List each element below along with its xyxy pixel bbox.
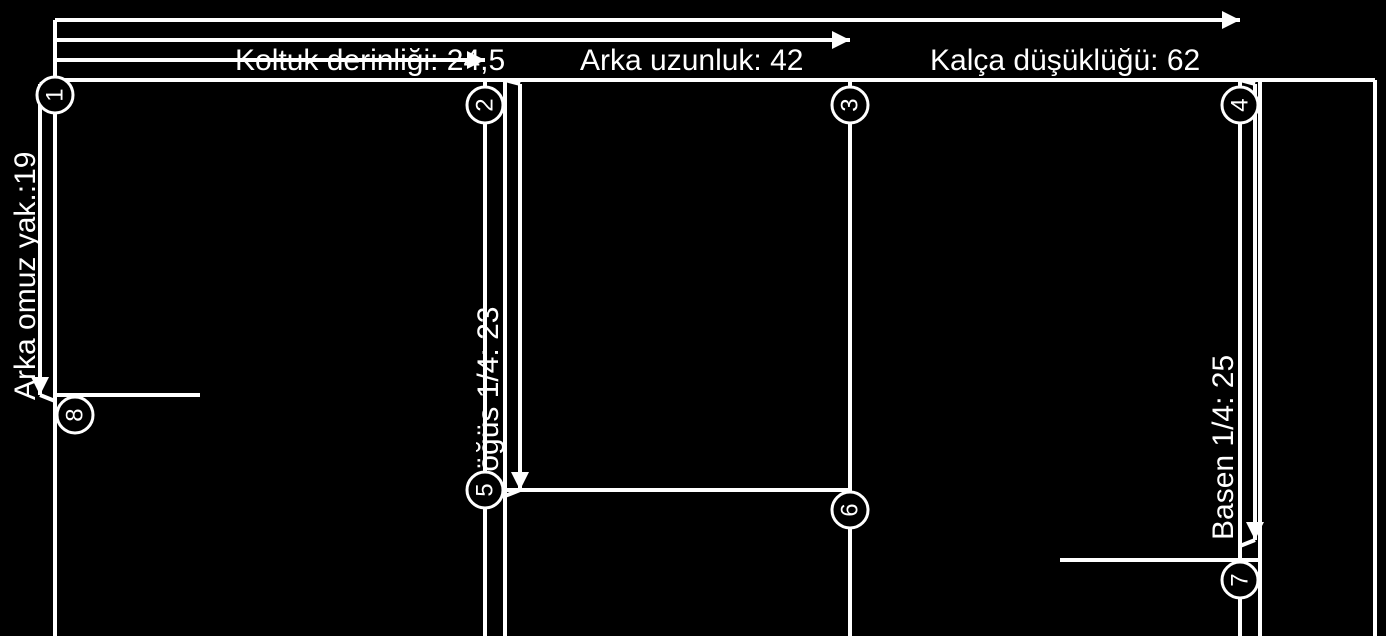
canvas-bg	[0, 0, 1386, 636]
ref-point-label: 5	[472, 483, 499, 496]
ref-point-label: 6	[837, 503, 864, 516]
ref-point-label: 8	[62, 408, 89, 421]
ref-point-label: 7	[1227, 573, 1254, 586]
ref-point-label: 4	[1227, 98, 1254, 111]
ref-point-label: 1	[42, 88, 69, 101]
dim-label: Basen 1/4: 25	[1207, 355, 1240, 540]
dim-label: Göğüs 1/4: 23	[472, 307, 505, 495]
dim-label: Arka uzunluk: 42	[580, 44, 803, 77]
dim-label: Koltuk derinliği: 24,5	[235, 44, 505, 77]
dim-label: Arka omuz yak.:19	[9, 152, 42, 400]
dim-label: Kalça düşüklüğü: 62	[930, 44, 1200, 77]
pattern-drafting-diagram: Koltuk derinliği: 24,5 Arka uzunluk: 42 Ka…	[0, 0, 1386, 636]
ref-point-label: 2	[472, 98, 499, 111]
ref-point-label: 3	[837, 98, 864, 111]
